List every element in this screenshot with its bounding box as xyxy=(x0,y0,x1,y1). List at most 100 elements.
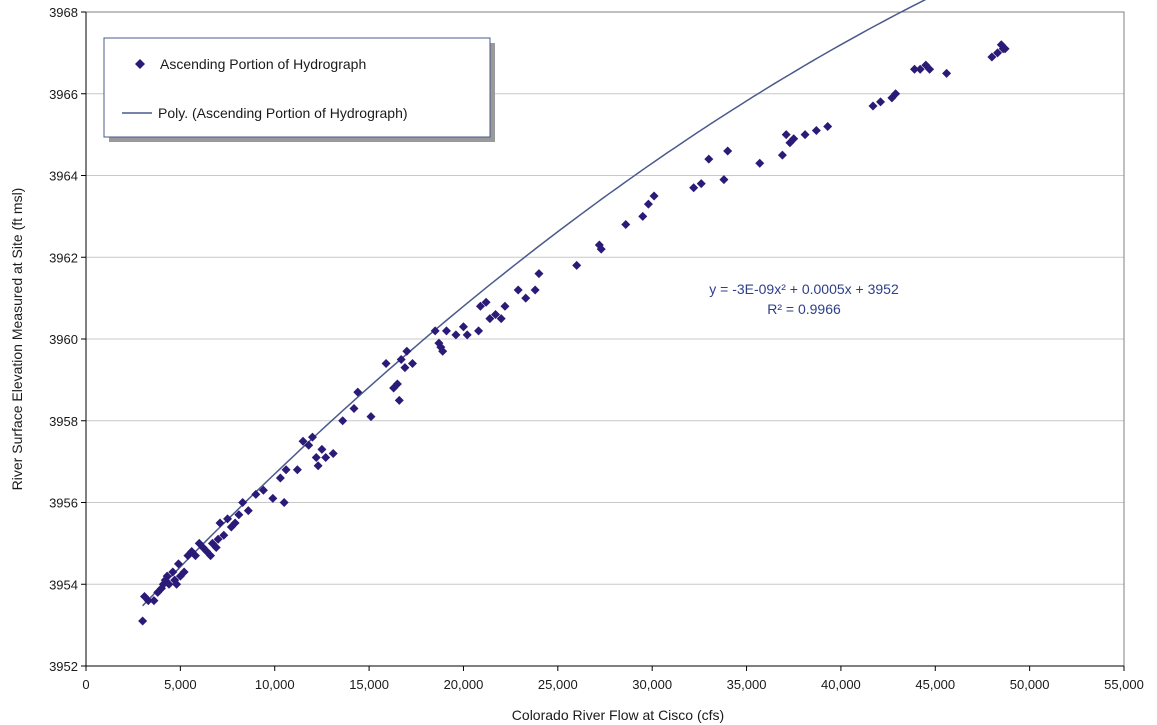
data-point xyxy=(328,448,338,458)
x-tick-label: 50,000 xyxy=(1010,677,1050,692)
data-point xyxy=(223,514,233,524)
data-point xyxy=(530,285,540,295)
data-point xyxy=(462,330,472,340)
data-point xyxy=(696,179,706,189)
x-tick-label: 15,000 xyxy=(349,677,389,692)
x-tick-label: 45,000 xyxy=(915,677,955,692)
y-tick-label: 3954 xyxy=(49,577,78,592)
data-point xyxy=(993,48,1003,58)
data-point xyxy=(143,596,153,606)
data-point xyxy=(400,363,410,373)
data-point xyxy=(521,293,531,303)
data-point xyxy=(138,616,148,626)
data-point xyxy=(307,432,317,442)
data-point xyxy=(173,559,183,569)
y-tick-label: 3968 xyxy=(49,5,78,20)
data-point xyxy=(649,191,659,201)
data-point xyxy=(172,579,182,589)
y-tick-label: 3962 xyxy=(49,250,78,265)
data-point xyxy=(392,379,402,389)
data-point xyxy=(704,154,714,164)
data-point xyxy=(481,297,491,307)
data-points xyxy=(138,40,1010,626)
data-point xyxy=(353,387,363,397)
data-point xyxy=(164,579,174,589)
data-point xyxy=(719,175,729,185)
data-point xyxy=(321,453,331,463)
legend-marker-diamond xyxy=(135,59,145,69)
data-point xyxy=(179,567,189,577)
data-point xyxy=(238,498,248,507)
y-tick-label: 3966 xyxy=(49,87,78,102)
data-point xyxy=(496,314,506,324)
data-point xyxy=(942,68,952,78)
data-point xyxy=(910,64,920,74)
data-point xyxy=(777,150,787,160)
data-point xyxy=(925,64,935,74)
data-point xyxy=(381,359,391,369)
data-point xyxy=(474,326,484,336)
legend: Ascending Portion of Hydrograph Poly. (A… xyxy=(103,37,495,142)
data-point xyxy=(891,89,901,99)
y-tick-label: 3960 xyxy=(49,332,78,347)
data-point xyxy=(1000,44,1010,54)
data-point xyxy=(491,309,501,319)
data-point xyxy=(800,130,810,140)
r-squared-label: R² = 0.9966 xyxy=(767,301,841,317)
x-tick-label: 5,000 xyxy=(164,677,197,692)
x-tick-label: 10,000 xyxy=(255,677,295,692)
y-tick-label: 3958 xyxy=(49,414,78,429)
legend-entry-trendline: Poly. (Ascending Portion of Hydrograph) xyxy=(158,105,408,121)
x-tick-label: 20,000 xyxy=(444,677,484,692)
data-point xyxy=(438,346,448,356)
x-tick-label: 0 xyxy=(82,677,89,692)
data-point xyxy=(275,473,285,483)
data-point xyxy=(485,314,495,324)
x-tick-label: 25,000 xyxy=(538,677,578,692)
data-point xyxy=(723,146,733,156)
y-tick-label: 3964 xyxy=(49,169,78,184)
data-point xyxy=(823,121,833,131)
data-point xyxy=(190,551,200,561)
data-point xyxy=(213,534,223,544)
data-point xyxy=(149,596,159,606)
data-point xyxy=(876,97,886,107)
polynomial-trendline xyxy=(142,0,927,607)
y-tick-label: 3956 xyxy=(49,496,78,511)
data-point xyxy=(394,395,404,405)
data-point xyxy=(317,444,327,454)
data-point xyxy=(219,530,229,540)
legend-entry-points: Ascending Portion of Hydrograph xyxy=(160,56,366,72)
data-point xyxy=(451,330,461,340)
data-point xyxy=(811,126,821,136)
data-point xyxy=(987,52,997,62)
y-axis-title: River Surface Elevation Measured at Site… xyxy=(9,188,25,491)
data-point xyxy=(500,301,510,311)
data-point xyxy=(168,567,178,577)
gridlines xyxy=(86,93,1124,585)
data-point xyxy=(643,199,653,209)
y-tick-label: 3952 xyxy=(49,659,78,674)
data-point xyxy=(211,542,221,552)
data-point xyxy=(338,416,348,426)
data-point xyxy=(534,269,544,279)
data-point xyxy=(781,130,791,140)
data-point xyxy=(572,260,582,270)
data-point xyxy=(458,322,468,332)
data-point xyxy=(234,510,244,520)
y-axis-ticks: 3952 3954 3956 3958 3960 3962 3964 3966 3968 xyxy=(49,5,86,674)
data-point xyxy=(349,403,359,413)
x-tick-label: 55,000 xyxy=(1104,677,1144,692)
data-point xyxy=(755,158,765,168)
data-point xyxy=(279,498,289,507)
data-point xyxy=(621,220,631,230)
data-point xyxy=(868,101,878,111)
legend-box xyxy=(103,37,491,138)
data-point xyxy=(513,285,523,295)
trendline-equation: y = -3E-09x² + 0.0005x + 3952 xyxy=(709,281,899,297)
x-axis-title: Colorado River Flow at Cisco (cfs) xyxy=(512,707,724,723)
data-point xyxy=(206,551,216,561)
data-point xyxy=(298,436,308,446)
data-point xyxy=(789,134,799,144)
